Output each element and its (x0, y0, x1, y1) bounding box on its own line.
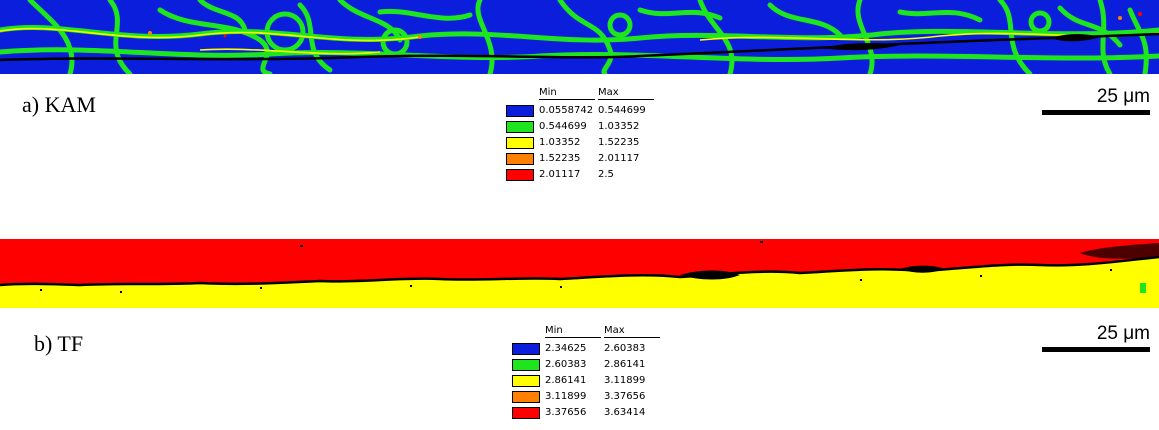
legend-min-value: 1.03352 (539, 137, 581, 148)
legend-max-value: 3.11899 (604, 375, 646, 386)
legend-min-header: Min (545, 325, 601, 338)
legend-max-value: 3.63414 (604, 407, 646, 418)
legend-max-value: 2.60383 (604, 343, 646, 354)
legend-min-value: 2.01117 (539, 169, 581, 180)
legend-min-value: 1.52235 (539, 153, 581, 164)
legend-swatch (506, 105, 534, 117)
scale-bar: 25 μm (1042, 323, 1150, 352)
tf-map-image (0, 239, 1159, 308)
legend-min-value: 2.86141 (545, 375, 587, 386)
legend-max-value: 3.37656 (604, 391, 646, 402)
legend-swatch (512, 375, 540, 387)
legend-min-value: 3.37656 (545, 407, 587, 418)
legend-max-header: Max (604, 325, 660, 338)
legend-min-header: Min (539, 87, 595, 100)
scale-bar-label: 25 μm (1096, 86, 1150, 107)
kam-map-image (0, 0, 1159, 74)
legend-min-value: 2.60383 (545, 359, 587, 370)
legend-swatch (512, 343, 540, 355)
legend-swatch (506, 153, 534, 165)
scale-bar: 25 μm (1042, 86, 1150, 115)
legend-min-value: 3.11899 (545, 391, 587, 402)
legend-max-header: Max (598, 87, 654, 100)
legend-max-value: 1.03352 (598, 121, 640, 132)
legend-min-value: 2.34625 (545, 343, 587, 354)
panel-b-label: b) TF (34, 331, 84, 356)
scale-bar-line (1042, 110, 1150, 115)
legend-max-value: 1.52235 (598, 137, 640, 148)
legend-swatch (512, 359, 540, 371)
legend-min-value: 0.544699 (539, 121, 587, 132)
legend-swatch (512, 407, 540, 419)
legend-max-value: 2.01117 (598, 153, 640, 164)
legend-swatch (512, 391, 540, 403)
legend-swatch (506, 121, 534, 133)
legend-max-value: 2.86141 (604, 359, 646, 370)
legend-min-value: 0.0558742 (539, 105, 594, 116)
legend-max-value: 0.544699 (598, 105, 646, 116)
legend-swatch (506, 137, 534, 149)
scale-bar-line (1042, 347, 1150, 352)
legend-max-value: 2.5 (598, 169, 614, 180)
panel-a-label: a) KAM (22, 92, 96, 117)
legend-swatch (506, 169, 534, 181)
scale-bar-label: 25 μm (1096, 323, 1150, 344)
